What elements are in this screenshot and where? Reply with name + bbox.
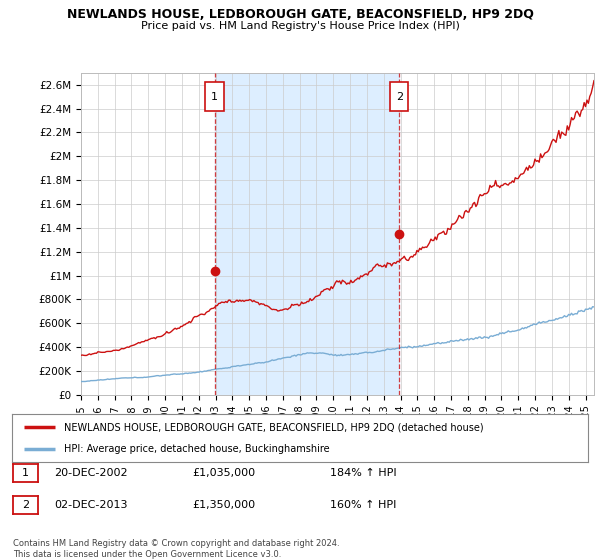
FancyBboxPatch shape [205,82,224,111]
Text: 160% ↑ HPI: 160% ↑ HPI [330,500,397,510]
Text: 1: 1 [22,468,29,478]
Bar [215,73,399,395]
Text: 184% ↑ HPI: 184% ↑ HPI [330,468,397,478]
Text: £1,350,000: £1,350,000 [192,500,255,510]
Text: £1,035,000: £1,035,000 [192,468,255,478]
FancyBboxPatch shape [390,82,409,111]
Text: 02-DEC-2013: 02-DEC-2013 [54,500,128,510]
Text: 20-DEC-2002: 20-DEC-2002 [54,468,128,478]
Text: Contains HM Land Registry data © Crown copyright and database right 2024.
This d: Contains HM Land Registry data © Crown c… [13,539,340,559]
Text: 1: 1 [211,92,218,102]
Text: NEWLANDS HOUSE, LEDBOROUGH GATE, BEACONSFIELD, HP9 2DQ (detached house): NEWLANDS HOUSE, LEDBOROUGH GATE, BEACONS… [64,422,484,432]
Text: Price paid vs. HM Land Registry's House Price Index (HPI): Price paid vs. HM Land Registry's House … [140,21,460,31]
Text: NEWLANDS HOUSE, LEDBOROUGH GATE, BEACONSFIELD, HP9 2DQ: NEWLANDS HOUSE, LEDBOROUGH GATE, BEACONS… [67,8,533,21]
Text: HPI: Average price, detached house, Buckinghamshire: HPI: Average price, detached house, Buck… [64,444,329,454]
Text: 2: 2 [22,500,29,510]
Text: 2: 2 [395,92,403,102]
